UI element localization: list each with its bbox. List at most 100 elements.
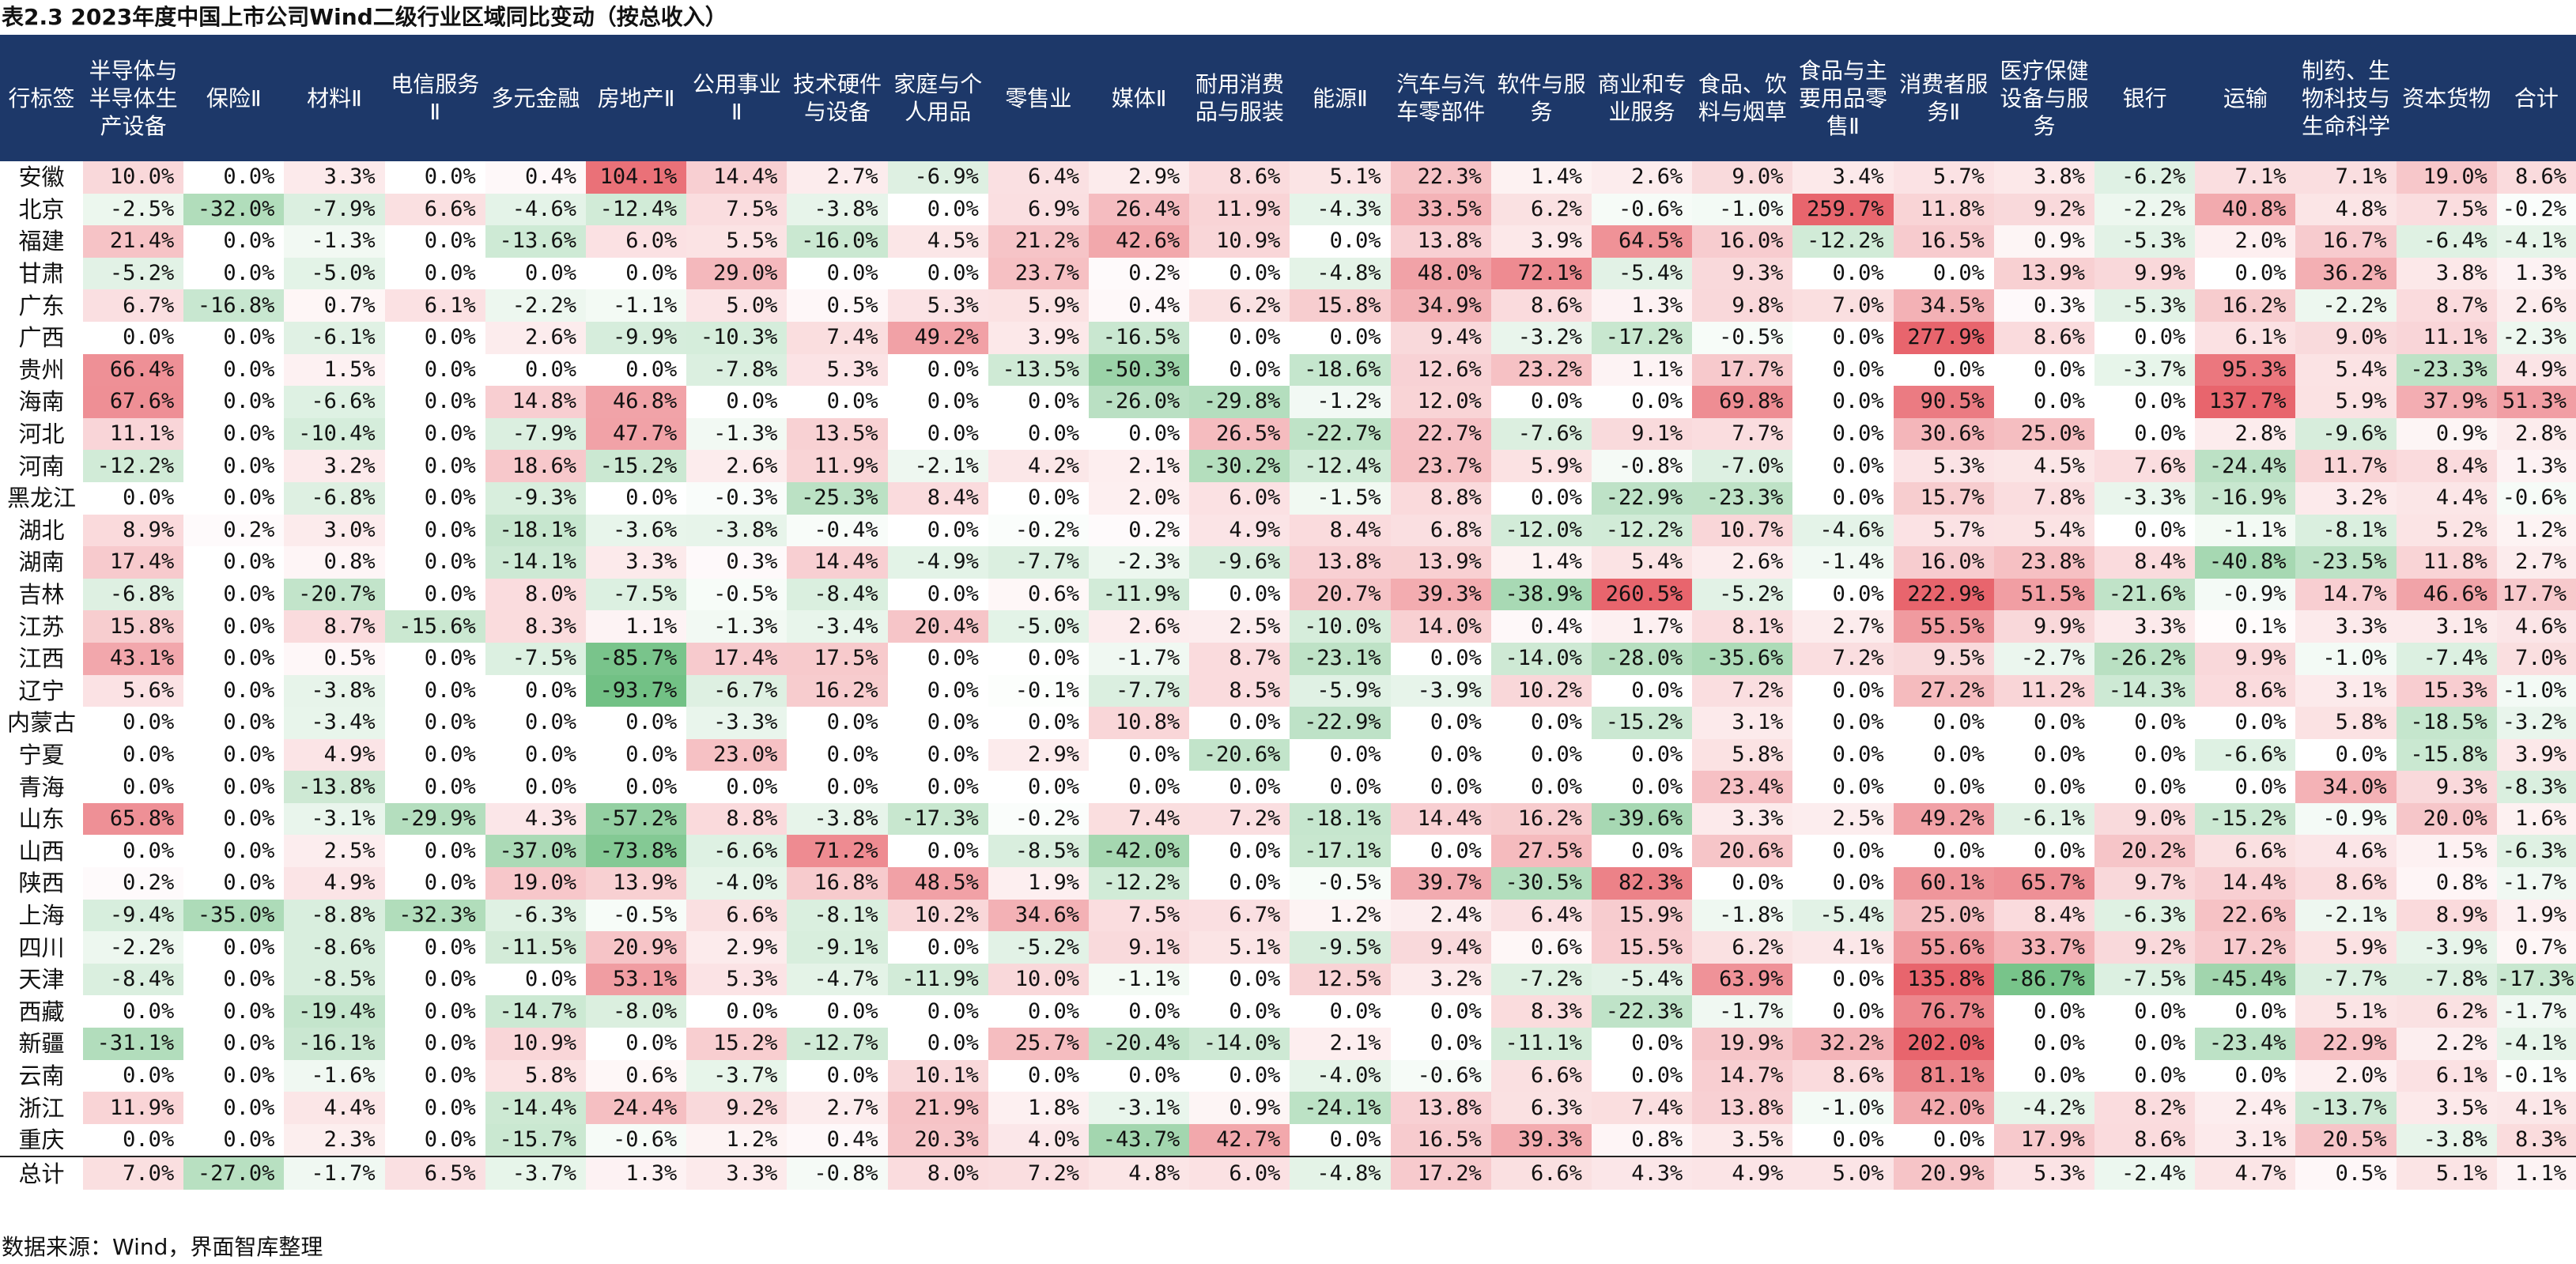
heat-cell: -50.3% — [1089, 353, 1190, 387]
heat-cell: -9.1% — [787, 931, 888, 964]
column-header: 制药、生物科技与生命科学 — [2295, 35, 2397, 161]
heat-cell: 0.0% — [1792, 707, 1894, 739]
heat-cell: 42.0% — [1893, 1092, 1994, 1124]
heat-cell: -0.1% — [2496, 1059, 2576, 1092]
heat-cell: -16.9% — [2195, 481, 2296, 515]
heat-cell: 0.0% — [1189, 257, 1290, 290]
row-label: 海南 — [18, 388, 65, 416]
row-label: 河南 — [18, 452, 65, 480]
heat-cell: -3.8% — [686, 514, 788, 547]
heat-cell: -6.3% — [2496, 835, 2576, 868]
heat-cell: 0.3% — [686, 546, 788, 579]
heat-cell: 6.0% — [1189, 481, 1290, 515]
heat-cell: -1.5% — [1290, 481, 1391, 515]
table-row: 河北 11.1% 0.0% -10.4% 0.0% -7.9% 47.7% -1.3% 13.5… — [0, 417, 2576, 451]
heat-cell: 0.0% — [1792, 835, 1894, 868]
row-label: 河北 — [18, 421, 65, 448]
heat-cell: -6.7% — [686, 674, 788, 707]
heat-cell: -4.0% — [1290, 1059, 1391, 1092]
heat-cell: 0.0% — [1792, 578, 1894, 611]
row-label: 上海 — [18, 901, 65, 929]
heat-cell: 8.6% — [1993, 321, 2095, 354]
heat-cell: 0.8% — [2396, 867, 2497, 900]
heat-cell: -21.6% — [2094, 578, 2196, 611]
heat-cell: 10.2% — [887, 899, 988, 932]
heat-cell: 3.0% — [284, 514, 385, 547]
heat-cell: -2.2% — [2094, 193, 2196, 226]
heat-cell: -6.2% — [2094, 161, 2196, 194]
heat-cell: 1.5% — [284, 353, 385, 387]
heat-cell: 42.7% — [1189, 1123, 1290, 1157]
heat-cell: -2.2% — [83, 931, 184, 964]
heat-cell: 0.0% — [1089, 1059, 1190, 1092]
heat-cell: 4.3% — [485, 802, 587, 836]
heat-cell: 0.2% — [83, 867, 184, 900]
heat-cell: 36.2% — [2295, 257, 2397, 290]
heat-cell: 2.6% — [1592, 161, 1693, 194]
heat-cell: 0.0% — [988, 481, 1090, 515]
heat-cell: 0.0% — [183, 802, 285, 836]
heat-cell: 4.6% — [2496, 610, 2576, 643]
heat-cell: -3.4% — [284, 707, 385, 739]
heat-cell: 2.8% — [2195, 417, 2296, 451]
heat-cell: 51.5% — [1993, 578, 2095, 611]
table-row: 天津 -8.4% 0.0% -8.5% 0.0% 0.0% 53.1% 5.3% -4.7% -1… — [0, 963, 2576, 996]
heat-cell: -19.4% — [284, 995, 385, 1028]
column-header: 商业和专业服务 — [1592, 35, 1693, 161]
heat-cell: 5.8% — [485, 1059, 587, 1092]
heat-cell: 8.8% — [1390, 481, 1491, 515]
heat-cell: 4.7% — [2195, 1156, 2296, 1190]
heat-cell: 9.3% — [1692, 257, 1793, 290]
heat-cell: -1.3% — [686, 610, 788, 643]
heat-cell: 0.0% — [2195, 257, 2296, 290]
row-label: 广西 — [18, 324, 65, 352]
heat-cell: 16.5% — [1390, 1123, 1491, 1157]
heat-cell: -1.3% — [686, 417, 788, 451]
heat-cell: -23.4% — [2195, 1028, 2296, 1060]
heat-cell: 0.0% — [1189, 835, 1290, 868]
heat-cell: 0.0% — [1993, 707, 2095, 739]
row-label: 北京 — [18, 195, 65, 223]
table-row: 甘肃 -5.2% 0.0% -5.0% 0.0% 0.0% 0.0% 29.0% 0.0% 0.0… — [0, 257, 2576, 290]
heat-cell: 25.0% — [1993, 417, 2095, 451]
heat-cell: 0.0% — [384, 225, 485, 258]
heat-cell: 0.0% — [1089, 995, 1190, 1028]
heat-cell: 1.2% — [2496, 514, 2576, 547]
heat-cell: 7.6% — [2094, 450, 2196, 482]
heat-cell: 0.0% — [1290, 1123, 1391, 1157]
table-row: 江苏 15.8% 0.0% 8.7% -15.6% 8.3% 1.1% -1.3% -3.4% 2… — [0, 610, 2576, 643]
heat-cell: 0.0% — [988, 386, 1090, 418]
heat-cell: 0.6% — [1490, 931, 1592, 964]
heat-cell: 7.0% — [83, 1156, 184, 1190]
heat-cell: 0.0% — [1792, 321, 1894, 354]
heat-cell: 7.2% — [1189, 802, 1290, 836]
table-row: 福建 21.4% 0.0% -1.3% 0.0% -13.6% 6.0% 5.5% -16.0%… — [0, 225, 2576, 258]
heat-cell: 0.0% — [1592, 386, 1693, 418]
heat-cell: 0.0% — [787, 1059, 888, 1092]
heat-cell: -10.3% — [686, 321, 788, 354]
heat-cell: -23.3% — [1692, 481, 1793, 515]
heat-cell: 18.6% — [485, 450, 587, 482]
heat-cell: -7.2% — [1490, 963, 1592, 996]
row-label: 湖北 — [18, 516, 65, 544]
heat-cell: 1.7% — [1592, 610, 1693, 643]
heat-cell: 6.7% — [1189, 899, 1290, 932]
heat-cell: -1.0% — [1692, 193, 1793, 226]
heat-cell: -1.0% — [2295, 642, 2397, 675]
table-row: 云南 0.0% 0.0% -1.6% 0.0% 5.8% 0.6% -3.7% 0.0% 10.1… — [0, 1059, 2576, 1092]
row-label: 福建 — [18, 228, 65, 255]
column-header: 食品与主要用品零售Ⅱ — [1792, 35, 1894, 161]
heat-cell: 0.0% — [988, 642, 1090, 675]
heat-cell: 1.1% — [1592, 353, 1693, 387]
heat-cell: 34.0% — [2295, 771, 2397, 803]
heat-cell: 1.3% — [2496, 257, 2576, 290]
heat-cell: 0.0% — [384, 417, 485, 451]
heat-cell: 0.0% — [787, 738, 888, 772]
heat-cell: 13.8% — [1390, 225, 1491, 258]
row-label: 江苏 — [18, 613, 65, 640]
heat-cell: -7.6% — [1490, 417, 1592, 451]
heat-cell: 19.0% — [2396, 161, 2497, 194]
heat-cell: 8.6% — [1792, 1059, 1894, 1092]
heat-cell: 7.4% — [787, 321, 888, 354]
heat-cell: 4.8% — [1089, 1156, 1190, 1190]
